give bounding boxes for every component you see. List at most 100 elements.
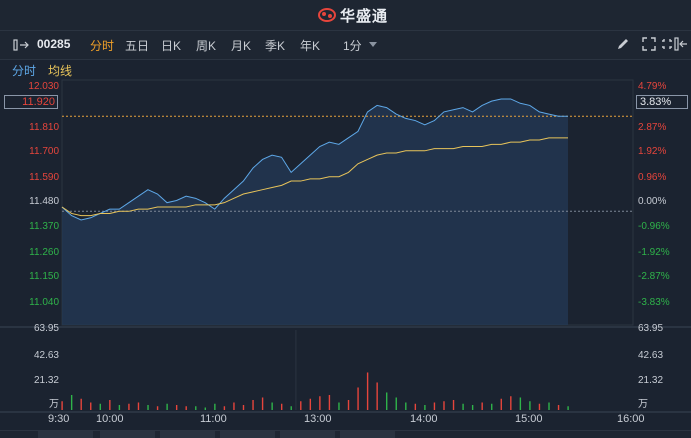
volume-bar <box>214 403 216 410</box>
volume-bar <box>481 402 483 410</box>
price-tick-label: 11.700 <box>29 146 59 157</box>
volume-bar <box>500 398 502 410</box>
average-price-line <box>61 137 568 217</box>
tab-five-day[interactable]: 五日 <box>125 39 150 53</box>
chevron-down-icon[interactable] <box>369 42 377 48</box>
percent-tick-label: -3.83% <box>638 297 670 308</box>
volume-tick-label-left: 万 <box>49 399 59 410</box>
volume-bar <box>204 407 207 410</box>
toolbar: 00285 分时 五日 日K 周K 月K 季K 年K 1分 <box>0 31 691 60</box>
top-bar: 华盛通 <box>0 0 691 31</box>
volume-bar <box>357 387 359 410</box>
volume-tick-label-left: 63.95 <box>33 323 59 334</box>
volume-bar <box>366 372 369 410</box>
volume-bar <box>443 401 445 410</box>
volume-bar <box>156 406 159 410</box>
expand-panel-icon[interactable] <box>13 39 31 51</box>
price-tick-label: 11.810 <box>29 122 59 133</box>
volume-bar <box>567 406 569 410</box>
bottom-tab[interactable] <box>38 431 93 438</box>
volume-bar <box>147 404 149 410</box>
volume-bar <box>223 406 226 410</box>
price-tick-label: 11.150 <box>29 271 59 282</box>
time-tick-label: 13:00 <box>304 413 332 425</box>
price-tick-label: 11.260 <box>29 247 59 258</box>
tab-week-k[interactable]: 周K <box>196 39 217 53</box>
volume-bar <box>338 402 340 410</box>
volume-bar <box>61 401 63 410</box>
indicator-tabs: 分时 均线 <box>0 60 691 80</box>
volume-bar <box>319 396 321 410</box>
volume-tick-label-right: 21.32 <box>638 375 664 386</box>
pencil-icon[interactable] <box>616 37 630 51</box>
bottom-tab-bar <box>0 430 691 438</box>
volume-bar <box>309 398 312 410</box>
price-area-fill <box>62 98 568 325</box>
percent-tick-label: 1.92% <box>638 146 667 157</box>
percent-tick-label: 0.00% <box>638 196 667 207</box>
bottom-tab[interactable] <box>220 431 275 438</box>
tab-average-line[interactable]: 均线 <box>48 64 73 78</box>
bottom-tab[interactable] <box>280 431 335 438</box>
bottom-tab[interactable] <box>100 431 155 438</box>
price-tick-label: 12.030 <box>28 81 59 92</box>
interval-select[interactable]: 1分 <box>343 39 362 53</box>
collapse-panel-icon[interactable] <box>674 37 688 51</box>
volume-bar <box>424 404 426 410</box>
volume-tick-label-left: 21.32 <box>33 375 59 386</box>
volume-bar <box>70 394 73 410</box>
tab-quarter-k[interactable]: 季K <box>265 39 286 53</box>
brand-name: 华盛通 <box>340 7 389 25</box>
fullscreen-icon[interactable] <box>642 37 656 51</box>
tab-year-k[interactable]: 年K <box>300 39 321 53</box>
volume-bar <box>128 403 130 410</box>
percent-tick-label: 2.87% <box>638 122 667 133</box>
volume-bar <box>386 392 388 410</box>
volume-bar <box>280 403 283 410</box>
time-tick-label: 15:00 <box>515 413 543 425</box>
bottom-tab[interactable] <box>340 431 395 438</box>
tab-intraday[interactable]: 分时 <box>90 39 115 53</box>
tab-day-k[interactable]: 日K <box>161 39 182 53</box>
volume-bar <box>471 404 474 410</box>
tab-month-k[interactable]: 月K <box>231 39 252 53</box>
volume-bar <box>166 403 168 410</box>
time-tick-label: 16:00 <box>617 413 645 425</box>
price-tick-label: 11.370 <box>29 221 59 232</box>
volume-bar <box>405 402 407 410</box>
volume-bar <box>395 397 397 410</box>
logo-icon <box>318 8 336 22</box>
price-tick-label: 11.590 <box>29 172 59 183</box>
compress-icon[interactable] <box>660 37 674 51</box>
volume-bar <box>233 402 235 410</box>
volume-bar <box>557 404 560 410</box>
time-tick-label: 10:00 <box>96 413 124 425</box>
volume-bar <box>462 403 464 410</box>
time-tick-label: 14:00 <box>410 413 438 425</box>
time-tick-label: 9:30 <box>48 413 70 425</box>
volume-bar <box>118 404 121 410</box>
volume-bar <box>529 401 531 410</box>
price-tick-label: 11.040 <box>29 297 59 308</box>
volume-bar <box>328 394 331 410</box>
volume-bar <box>261 397 264 410</box>
volume-bar <box>519 397 522 410</box>
volume-bar <box>252 399 254 410</box>
volume-bar <box>290 406 292 410</box>
volume-bar <box>109 399 111 410</box>
percent-tick-label: 0.96% <box>638 172 667 183</box>
volume-bar <box>195 406 197 410</box>
volume-tick-label-right: 63.95 <box>638 323 664 334</box>
current-percent-tag: 3.83% <box>636 95 688 109</box>
volume-bar <box>80 398 82 410</box>
volume-bar <box>90 402 92 410</box>
tab-intraday-line[interactable]: 分时 <box>12 64 37 78</box>
volume-tick-label-right: 万 <box>638 399 648 410</box>
volume-bar <box>510 396 512 410</box>
percent-tick-label: -1.92% <box>638 247 670 258</box>
volume-tick-label-right: 42.63 <box>638 350 664 361</box>
volume-tick-label-left: 42.63 <box>33 350 59 361</box>
bottom-tab[interactable] <box>160 431 215 438</box>
volume-bar <box>433 402 436 410</box>
